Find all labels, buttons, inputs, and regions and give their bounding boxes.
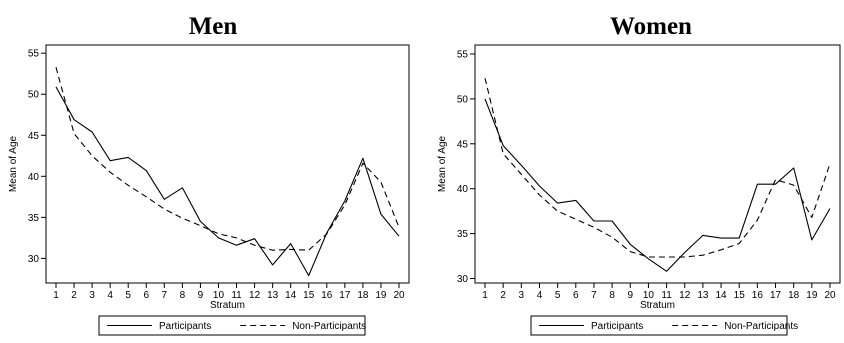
series-line-non-participants — [484, 78, 831, 258]
x-tick-label: 20 — [824, 290, 836, 301]
legend: Participants Non-Participants — [98, 315, 366, 336]
y-tick-label: 50 — [457, 94, 469, 105]
x-tick-label: 19 — [375, 290, 387, 301]
x-tick-label: 7 — [162, 290, 168, 301]
x-axis-label: Stratum — [640, 300, 675, 311]
x-tick-label: 9 — [627, 290, 633, 301]
x-tick-label: 4 — [537, 290, 543, 301]
x-tick-label: 8 — [609, 290, 615, 301]
x-tick-label: 4 — [107, 290, 113, 301]
y-tick-label: 40 — [457, 184, 469, 195]
x-tick-label: 13 — [697, 290, 709, 301]
x-tick-label: 12 — [679, 290, 691, 301]
legend: Participants Non-Participants — [530, 315, 798, 336]
legend-box — [98, 315, 366, 336]
x-tick-label: 7 — [591, 290, 597, 301]
y-tick-label: 45 — [457, 139, 469, 150]
y-tick-label: 35 — [457, 229, 469, 240]
x-tick-label: 13 — [267, 290, 279, 301]
y-tick-label: 50 — [28, 90, 40, 101]
x-tick-label: 9 — [198, 290, 204, 301]
y-axis-label: Mean of Age — [8, 135, 19, 192]
x-tick-label: 2 — [71, 290, 77, 301]
x-tick-label: 3 — [89, 290, 95, 301]
x-tick-label: 20 — [393, 290, 405, 301]
y-tick-label: 40 — [28, 172, 40, 183]
x-tick-label: 1 — [482, 290, 488, 301]
x-tick-label: 1 — [53, 290, 59, 301]
y-tick-label: 55 — [28, 49, 40, 60]
series-line-non-participants — [55, 67, 400, 251]
x-tick-label: 8 — [180, 290, 186, 301]
series-line-participants — [55, 86, 400, 277]
x-tick-label: 10 — [213, 290, 225, 301]
plot-frame — [45, 44, 410, 284]
legend-box — [530, 315, 788, 336]
x-tick-label: 6 — [573, 290, 579, 301]
x-tick-label: 17 — [339, 290, 351, 301]
x-tick-label: 19 — [806, 290, 818, 301]
legend-label: Participants — [159, 321, 211, 332]
chart-title: Men — [189, 13, 238, 40]
x-tick-label: 3 — [519, 290, 525, 301]
x-tick-label: 17 — [770, 290, 782, 301]
x-tick-label: 10 — [643, 290, 655, 301]
x-tick-label: 6 — [143, 290, 149, 301]
chart-title: Women — [610, 13, 692, 40]
x-tick-label: 5 — [555, 290, 561, 301]
y-tick-label: 30 — [28, 254, 40, 265]
x-tick-label: 14 — [285, 290, 297, 301]
x-tick-label: 15 — [303, 290, 315, 301]
y-tick-label: 35 — [28, 213, 40, 224]
y-tick-label: 55 — [457, 49, 469, 60]
x-axis-label: Stratum — [210, 300, 245, 311]
series-line-participants — [484, 98, 831, 272]
legend-label: Non-Participants — [292, 321, 366, 332]
x-tick-label: 15 — [734, 290, 746, 301]
x-tick-label: 12 — [249, 290, 261, 301]
y-tick-label: 45 — [28, 131, 40, 142]
x-tick-label: 11 — [231, 290, 242, 301]
x-tick-label: 2 — [500, 290, 506, 301]
legend-label: Participants — [591, 321, 643, 332]
legend-label: Non-Participants — [724, 321, 798, 332]
x-tick-label: 18 — [357, 290, 369, 301]
x-tick-label: 5 — [125, 290, 131, 301]
x-tick-label: 16 — [752, 290, 764, 301]
x-tick-label: 16 — [321, 290, 333, 301]
plot-frame — [474, 44, 841, 284]
x-tick-label: 18 — [788, 290, 800, 301]
x-tick-label: 11 — [661, 290, 672, 301]
y-tick-label: 30 — [457, 274, 469, 285]
y-axis-label: Mean of Age — [437, 135, 448, 192]
x-tick-label: 14 — [715, 290, 727, 301]
